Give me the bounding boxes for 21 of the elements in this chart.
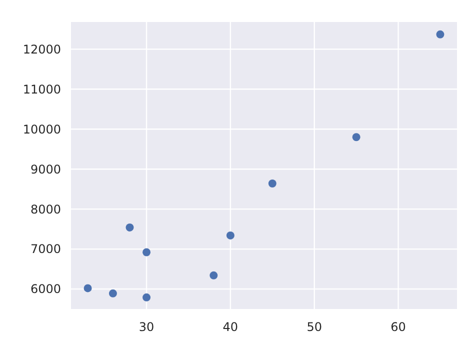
y-tick-label: 11000 [22,82,61,96]
y-tick-label: 8000 [30,202,61,216]
point [268,179,276,188]
point [84,284,92,292]
point [210,271,218,280]
y-tick-label: 7000 [30,242,61,256]
y-tick-label: 12000 [22,42,61,56]
point [352,133,360,142]
x-tick-label: 60 [390,320,406,334]
x-tick-label: 30 [138,320,154,334]
y-tick-label: 10000 [22,122,61,136]
point [436,30,444,38]
y-tick-label: 9000 [30,162,61,176]
point [142,248,151,256]
point [142,293,151,302]
point [126,223,134,232]
point [108,289,117,298]
y-tick-label: 6000 [30,282,61,296]
point [226,231,234,240]
x-tick-label: 40 [222,320,238,334]
x-tick-label: 50 [306,320,322,334]
